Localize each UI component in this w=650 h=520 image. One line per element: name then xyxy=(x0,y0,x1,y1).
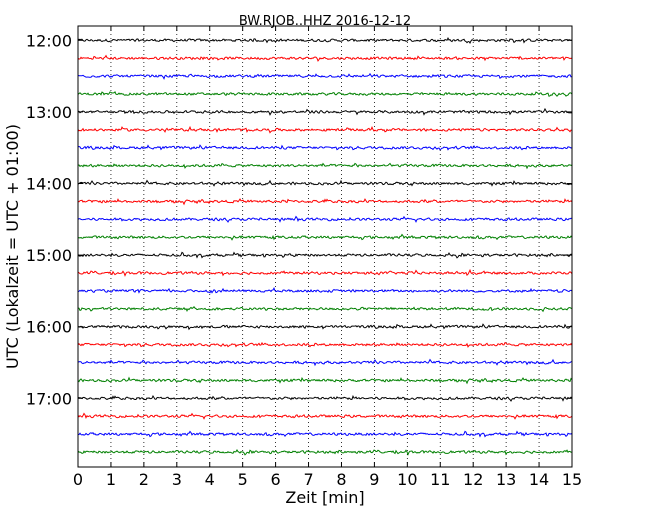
seismogram-trace xyxy=(77,376,573,385)
x-tick-label: 7 xyxy=(303,470,313,489)
seismogram-trace xyxy=(77,449,573,456)
grid-lines xyxy=(110,26,540,467)
x-tick-label: 12 xyxy=(463,470,483,489)
y-tick-label: 15:00 xyxy=(26,246,72,265)
x-tick-label: 11 xyxy=(430,470,450,489)
x-tick-label: 2 xyxy=(139,470,149,489)
x-tick-label: 8 xyxy=(336,470,346,489)
y-axis-label: UTC (Lokalzeit = UTC + 01:00) xyxy=(3,124,22,369)
seismogram-trace xyxy=(77,286,573,294)
y-tick-label: 12:00 xyxy=(26,31,72,50)
seismogram-trace xyxy=(77,107,573,116)
seismogram-trace xyxy=(77,36,573,44)
seismogram-trace xyxy=(77,268,573,277)
chart-title: BW.RJOB..HHZ 2016-12-12 xyxy=(239,14,411,29)
x-tick-label: 9 xyxy=(369,470,379,489)
seismogram-trace xyxy=(77,233,573,241)
seismogram-trace xyxy=(77,54,573,62)
x-tick-label: 14 xyxy=(529,470,549,489)
trace-lines xyxy=(77,36,573,456)
x-tick-label: 5 xyxy=(238,470,248,489)
seismogram-trace xyxy=(77,395,573,402)
seismogram-trace xyxy=(77,323,573,331)
x-tick-label: 10 xyxy=(397,470,417,489)
seismogram-trace xyxy=(77,215,573,223)
seismogram-trace xyxy=(77,430,573,438)
axis-ticks: 0 1 2 3 4 5 6 7 8 9 10 11 12 13 14 1512:0013:0014:0015:… xyxy=(26,26,582,489)
y-tick-label: 17:00 xyxy=(26,389,72,408)
seismogram-trace xyxy=(77,162,573,170)
x-tick-label: 15 xyxy=(562,470,582,489)
plot-frame xyxy=(77,25,573,468)
seismogram-trace xyxy=(77,198,573,206)
seismogram-trace xyxy=(77,412,573,420)
y-tick-label: 14:00 xyxy=(26,175,72,194)
x-tick-label: 0 xyxy=(73,470,83,489)
seismogram-trace xyxy=(77,305,573,313)
seismogram-trace xyxy=(77,125,573,134)
seismogram-trace xyxy=(77,341,573,348)
x-tick-label: 13 xyxy=(496,470,516,489)
x-tick-label: 6 xyxy=(271,470,281,489)
x-tick-label: 3 xyxy=(172,470,182,489)
seismogram-trace xyxy=(77,144,573,151)
seismogram-trace xyxy=(77,251,573,259)
x-tick-label: 4 xyxy=(205,470,215,489)
x-tick-label: 1 xyxy=(106,470,116,489)
y-tick-label: 13:00 xyxy=(26,103,72,122)
seismogram-trace xyxy=(77,72,573,80)
seismogram-trace xyxy=(77,358,573,367)
x-axis-label: Zeit [min] xyxy=(285,488,364,507)
y-tick-label: 16:00 xyxy=(26,318,72,337)
seismogram-trace xyxy=(77,179,573,187)
seismogram-trace xyxy=(77,90,573,97)
